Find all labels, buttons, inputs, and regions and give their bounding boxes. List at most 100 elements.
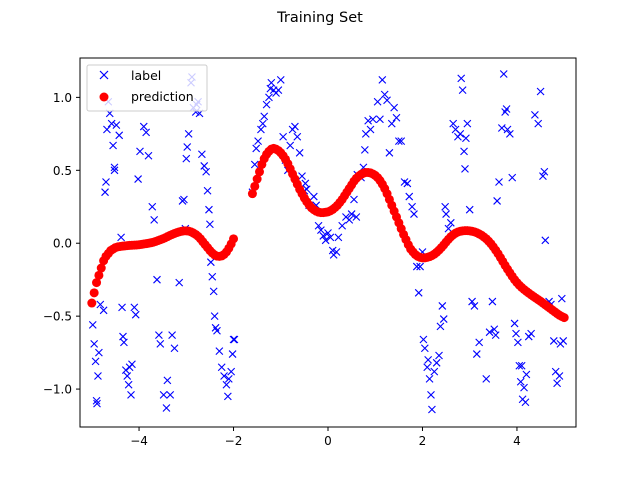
label-point bbox=[555, 372, 564, 380]
label-point bbox=[156, 339, 165, 348]
label-point bbox=[360, 145, 369, 154]
label-point bbox=[475, 338, 484, 347]
label-point bbox=[364, 116, 373, 125]
label-point bbox=[298, 172, 306, 181]
label-point bbox=[110, 163, 119, 172]
x-tick-label: 2 bbox=[419, 434, 427, 448]
label-point bbox=[101, 188, 109, 197]
label-point bbox=[206, 220, 214, 229]
label-point bbox=[94, 372, 102, 380]
label-point bbox=[505, 129, 514, 138]
prediction-point bbox=[96, 263, 106, 273]
label-point bbox=[499, 70, 508, 78]
label-point bbox=[488, 297, 497, 306]
label-point bbox=[457, 74, 466, 83]
label-point bbox=[127, 391, 135, 399]
label-point bbox=[442, 210, 450, 218]
label-point bbox=[150, 216, 159, 224]
label-point bbox=[317, 226, 325, 234]
label-point bbox=[512, 329, 520, 338]
label-point bbox=[217, 363, 226, 372]
label-point bbox=[162, 404, 171, 412]
x-tick-label: 0 bbox=[324, 434, 332, 448]
label-point bbox=[224, 374, 233, 383]
label-point bbox=[159, 391, 168, 399]
prediction-series bbox=[87, 143, 569, 323]
label-point bbox=[102, 178, 110, 186]
label-point bbox=[376, 115, 384, 124]
label-point bbox=[120, 338, 128, 347]
label-point bbox=[539, 172, 547, 181]
label-point bbox=[112, 121, 121, 129]
label-point bbox=[115, 131, 124, 140]
label-point bbox=[293, 132, 302, 141]
label-point bbox=[326, 233, 335, 242]
label-point bbox=[373, 97, 382, 106]
label-point bbox=[482, 374, 491, 383]
label-point bbox=[163, 376, 172, 385]
label-point bbox=[257, 125, 265, 134]
label-point bbox=[534, 119, 543, 128]
label-point bbox=[148, 202, 157, 211]
label-point bbox=[553, 379, 561, 388]
label-point bbox=[503, 125, 512, 134]
label-point bbox=[103, 125, 111, 134]
label-point bbox=[332, 248, 341, 256]
label-point bbox=[468, 297, 476, 306]
label-point bbox=[425, 374, 434, 383]
prediction-point bbox=[89, 288, 99, 298]
label-point bbox=[301, 179, 310, 188]
label-point bbox=[215, 347, 224, 356]
label-point bbox=[154, 331, 163, 340]
label-point bbox=[352, 213, 361, 221]
label-point bbox=[184, 129, 193, 138]
label-point bbox=[461, 164, 469, 173]
label-point bbox=[142, 128, 151, 137]
label-point bbox=[515, 361, 524, 370]
legend-box bbox=[86, 64, 208, 112]
label-point bbox=[91, 357, 100, 366]
label-point bbox=[265, 93, 273, 102]
label-point bbox=[435, 351, 443, 360]
label-point bbox=[428, 405, 436, 414]
label-point bbox=[276, 75, 285, 84]
label-point bbox=[390, 103, 399, 112]
label-point bbox=[485, 328, 494, 337]
label-point bbox=[222, 380, 231, 389]
label-point bbox=[460, 147, 468, 156]
label-point bbox=[180, 195, 188, 204]
label-point bbox=[213, 326, 221, 335]
prediction-point bbox=[255, 167, 265, 177]
label-point bbox=[458, 86, 467, 94]
label-point bbox=[517, 361, 526, 370]
label-point bbox=[134, 175, 142, 183]
label-point bbox=[446, 218, 455, 227]
label-point bbox=[123, 372, 132, 380]
prediction-point bbox=[87, 298, 97, 308]
label-point bbox=[508, 173, 517, 182]
label-point bbox=[131, 310, 140, 319]
label-point bbox=[387, 119, 396, 128]
label-point bbox=[279, 132, 288, 141]
label-point bbox=[527, 329, 536, 338]
label-point bbox=[541, 236, 550, 245]
label-point bbox=[465, 205, 474, 214]
label-point bbox=[410, 210, 418, 218]
x-tick-label: 4 bbox=[513, 434, 521, 448]
label-point bbox=[397, 137, 406, 146]
label-point bbox=[427, 391, 435, 399]
label-point bbox=[423, 363, 432, 372]
label-point bbox=[229, 335, 238, 344]
label-point bbox=[319, 232, 328, 240]
label-point bbox=[439, 315, 448, 323]
label-point bbox=[432, 358, 441, 367]
label-point bbox=[536, 87, 545, 96]
label-point bbox=[338, 221, 347, 230]
label-point bbox=[549, 337, 558, 345]
label-point bbox=[557, 294, 566, 303]
label-point bbox=[324, 229, 332, 237]
legend: label prediction bbox=[86, 64, 208, 112]
x-tick-label: −2 bbox=[225, 434, 243, 448]
label-point bbox=[449, 119, 458, 128]
